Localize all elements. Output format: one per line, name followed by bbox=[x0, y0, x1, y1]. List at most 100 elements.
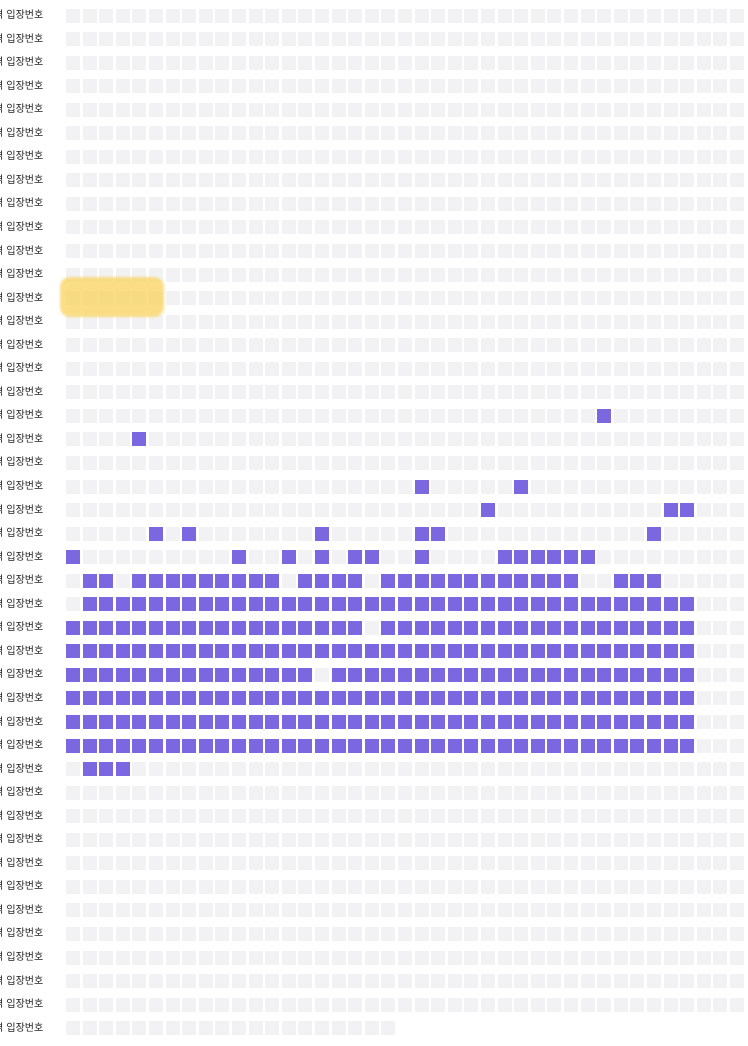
seat-occupied[interactable] bbox=[315, 691, 329, 706]
seat-available[interactable] bbox=[165, 455, 180, 470]
seat-available[interactable] bbox=[530, 997, 545, 1012]
seat-available[interactable] bbox=[481, 762, 495, 777]
seat-occupied[interactable] bbox=[414, 738, 429, 753]
seat-available[interactable] bbox=[414, 832, 429, 847]
seat-occupied[interactable] bbox=[331, 573, 346, 588]
seat-available[interactable] bbox=[215, 479, 230, 494]
seat-available[interactable] bbox=[713, 102, 728, 117]
seat-available[interactable] bbox=[464, 196, 479, 211]
seat-occupied[interactable] bbox=[564, 597, 578, 612]
seat-available[interactable] bbox=[82, 997, 97, 1012]
seat-occupied[interactable] bbox=[647, 715, 661, 729]
seat-available[interactable] bbox=[132, 926, 147, 941]
seat-occupied[interactable] bbox=[514, 597, 529, 612]
seat-available[interactable] bbox=[198, 361, 213, 376]
seat-available[interactable] bbox=[165, 926, 180, 941]
seat-available[interactable] bbox=[364, 79, 379, 94]
seat-available[interactable] bbox=[66, 926, 80, 941]
seat-available[interactable] bbox=[132, 385, 147, 400]
seat-available[interactable] bbox=[99, 526, 114, 541]
seat-available[interactable] bbox=[464, 244, 479, 258]
seat-available[interactable] bbox=[730, 903, 744, 918]
seat-available[interactable] bbox=[464, 432, 479, 447]
seat-available[interactable] bbox=[198, 220, 213, 235]
seat-occupied[interactable] bbox=[398, 644, 412, 659]
seat-available[interactable] bbox=[364, 149, 379, 164]
seat-available[interactable] bbox=[298, 8, 313, 23]
seat-available[interactable] bbox=[597, 573, 612, 588]
seat-occupied[interactable] bbox=[232, 667, 246, 682]
seat-available[interactable] bbox=[647, 196, 661, 211]
seat-available[interactable] bbox=[198, 432, 213, 447]
seat-occupied[interactable] bbox=[564, 644, 578, 659]
seat-occupied[interactable] bbox=[580, 667, 595, 682]
seat-available[interactable] bbox=[315, 408, 329, 423]
seat-available[interactable] bbox=[348, 8, 363, 23]
seat-available[interactable] bbox=[464, 997, 479, 1012]
seat-available[interactable] bbox=[315, 455, 329, 470]
seat-available[interactable] bbox=[281, 196, 296, 211]
seat-available[interactable] bbox=[281, 526, 296, 541]
seat-available[interactable] bbox=[730, 196, 744, 211]
seat-available[interactable] bbox=[663, 338, 678, 353]
seat-available[interactable] bbox=[464, 126, 479, 141]
seat-available[interactable] bbox=[713, 620, 728, 635]
seat-available[interactable] bbox=[215, 173, 230, 188]
seat-occupied[interactable] bbox=[547, 667, 562, 682]
seat-available[interactable] bbox=[66, 291, 80, 306]
seat-available[interactable] bbox=[431, 974, 446, 989]
seat-available[interactable] bbox=[348, 455, 363, 470]
seat-available[interactable] bbox=[132, 267, 147, 282]
seat-available[interactable] bbox=[82, 149, 97, 164]
seat-available[interactable] bbox=[398, 149, 412, 164]
seat-available[interactable] bbox=[265, 220, 280, 235]
seat-available[interactable] bbox=[464, 479, 479, 494]
seat-available[interactable] bbox=[481, 314, 495, 329]
seat-available[interactable] bbox=[331, 244, 346, 258]
seat-available[interactable] bbox=[564, 102, 578, 117]
seat-available[interactable] bbox=[298, 314, 313, 329]
seat-available[interactable] bbox=[66, 950, 80, 965]
seat-available[interactable] bbox=[298, 432, 313, 447]
seat-available[interactable] bbox=[99, 408, 114, 423]
seat-available[interactable] bbox=[99, 126, 114, 141]
seat-available[interactable] bbox=[530, 879, 545, 894]
seat-available[interactable] bbox=[630, 550, 645, 565]
seat-available[interactable] bbox=[348, 856, 363, 871]
seat-occupied[interactable] bbox=[115, 715, 130, 729]
seat-available[interactable] bbox=[530, 79, 545, 94]
seat-available[interactable] bbox=[630, 149, 645, 164]
seat-occupied[interactable] bbox=[348, 597, 363, 612]
seat-occupied[interactable] bbox=[115, 620, 130, 635]
seat-available[interactable] bbox=[597, 856, 612, 871]
seat-occupied[interactable] bbox=[647, 573, 661, 588]
seat-available[interactable] bbox=[730, 691, 744, 706]
seat-available[interactable] bbox=[696, 291, 711, 306]
seat-available[interactable] bbox=[99, 149, 114, 164]
seat-available[interactable] bbox=[315, 149, 329, 164]
seat-available[interactable] bbox=[564, 79, 578, 94]
seat-available[interactable] bbox=[364, 785, 379, 800]
seat-available[interactable] bbox=[580, 573, 595, 588]
seat-occupied[interactable] bbox=[82, 644, 97, 659]
seat-occupied[interactable] bbox=[680, 738, 695, 753]
seat-available[interactable] bbox=[232, 55, 246, 70]
seat-occupied[interactable] bbox=[99, 691, 114, 706]
seat-available[interactable] bbox=[613, 809, 628, 824]
seat-available[interactable] bbox=[132, 361, 147, 376]
seat-available[interactable] bbox=[265, 338, 280, 353]
seat-available[interactable] bbox=[547, 291, 562, 306]
seat-available[interactable] bbox=[514, 79, 529, 94]
seat-available[interactable] bbox=[82, 102, 97, 117]
seat-occupied[interactable] bbox=[514, 479, 529, 494]
seat-available[interactable] bbox=[232, 8, 246, 23]
seat-available[interactable] bbox=[663, 244, 678, 258]
seat-occupied[interactable] bbox=[414, 597, 429, 612]
seat-available[interactable] bbox=[447, 8, 462, 23]
seat-available[interactable] bbox=[447, 55, 462, 70]
seat-available[interactable] bbox=[82, 432, 97, 447]
seat-available[interactable] bbox=[597, 220, 612, 235]
seat-available[interactable] bbox=[265, 32, 280, 47]
seat-available[interactable] bbox=[298, 479, 313, 494]
seat-available[interactable] bbox=[182, 550, 197, 565]
